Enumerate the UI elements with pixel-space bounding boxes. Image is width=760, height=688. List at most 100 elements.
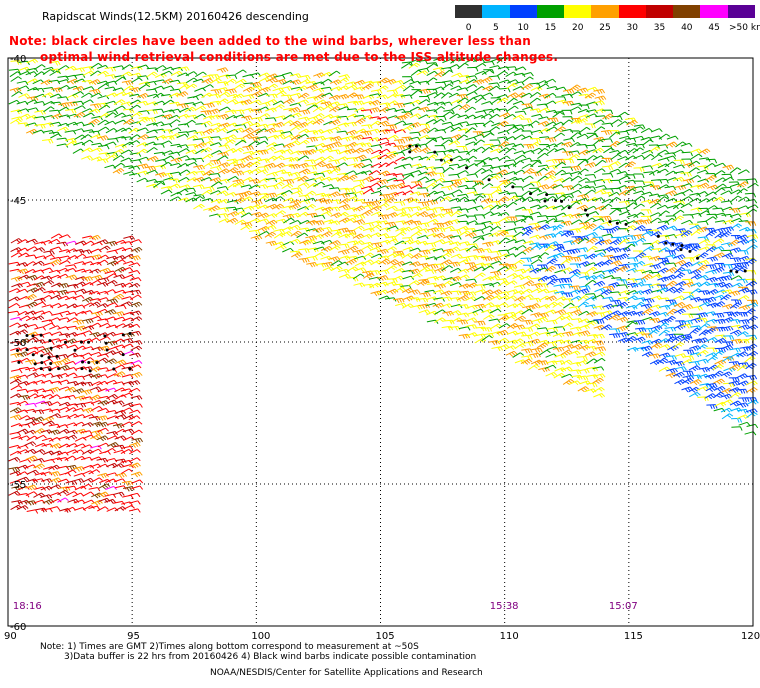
wind-barb [416, 297, 429, 303]
wind-barb [168, 151, 181, 156]
wind-barb [344, 217, 357, 224]
wind-barb [120, 71, 133, 77]
wind-barb [746, 350, 759, 357]
wind-barb [273, 74, 286, 80]
contamination-dot [560, 199, 564, 203]
wind-barb [50, 360, 63, 367]
wind-barb [593, 373, 606, 379]
wind-barb [521, 348, 533, 354]
wind-barb [130, 345, 143, 351]
lat-label--60: -60 [10, 622, 26, 633]
wind-barb [473, 180, 484, 186]
wind-barb [563, 344, 575, 350]
wind-barb [27, 469, 39, 475]
wind-barb [434, 275, 447, 281]
wind-barb [616, 284, 628, 289]
wind-barb [80, 249, 93, 255]
wind-barb [722, 356, 734, 362]
wind-barb [489, 221, 501, 227]
wind-barb [464, 106, 477, 113]
wind-barb [601, 259, 614, 266]
wind-barb [51, 344, 63, 350]
wind-barb [98, 245, 111, 251]
wind-barb [16, 409, 29, 414]
wind-barb [641, 308, 654, 315]
wind-barb [88, 469, 101, 475]
wind-barb [385, 184, 398, 190]
wind-barb [434, 145, 446, 150]
wind-barb [42, 498, 55, 505]
wind-barb [610, 260, 623, 267]
wind-barb [8, 261, 21, 267]
wind-barb [161, 129, 173, 134]
wind-barb [603, 147, 615, 154]
wind-barb [475, 110, 487, 115]
contamination-dot [688, 249, 692, 253]
wind-barb [65, 264, 77, 269]
wind-barb [713, 170, 726, 176]
wind-barb [24, 448, 37, 454]
wind-barb [585, 321, 597, 328]
wind-barb [594, 346, 607, 352]
contamination-dot [487, 178, 491, 182]
wind-barb [609, 328, 621, 333]
wind-barb [26, 331, 39, 338]
wind-barb [42, 389, 54, 394]
legend-swatch-5 [591, 5, 619, 18]
lon-label-105: 105 [376, 631, 395, 642]
wind-barb [272, 203, 285, 210]
wind-barb [146, 155, 159, 162]
wind-barb [91, 346, 104, 352]
wind-barb [747, 182, 759, 189]
wind-barb [97, 472, 109, 479]
wind-barb [338, 74, 351, 79]
wind-barb [672, 202, 685, 210]
wind-barb [250, 235, 263, 241]
wind-barb [408, 280, 420, 286]
wind-barb [440, 259, 453, 266]
wind-barb [537, 215, 549, 220]
wind-barb [449, 297, 462, 302]
wind-barb [418, 123, 431, 129]
wind-barb [427, 227, 440, 233]
wind-barb [656, 357, 669, 365]
legend-swatch-0 [455, 5, 483, 18]
wind-barb [584, 351, 597, 358]
wind-barb [633, 212, 645, 218]
wind-barb [330, 260, 343, 266]
wind-barb [554, 161, 567, 168]
wind-barb [674, 308, 686, 315]
wind-barb [345, 258, 357, 265]
wind-barb [297, 133, 309, 139]
wind-barb [451, 123, 463, 128]
wind-barb [96, 463, 109, 469]
wind-barb [528, 303, 541, 309]
wind-barb [75, 276, 87, 282]
wind-barb [209, 159, 222, 165]
wind-barb [739, 346, 751, 352]
wind-barb [104, 289, 117, 294]
wind-barb [152, 85, 165, 90]
wind-barb [577, 168, 589, 175]
wind-barb [434, 309, 447, 315]
wind-barb [394, 231, 407, 238]
wind-barb [464, 291, 477, 297]
wind-barb [698, 210, 711, 216]
wind-barb [97, 353, 109, 358]
wind-barb [738, 196, 750, 203]
wind-barb [609, 239, 622, 246]
wind-barb [450, 189, 463, 195]
wind-barb [289, 203, 301, 210]
wind-barb [81, 318, 94, 324]
wind-barb [242, 205, 255, 211]
wind-barb [208, 74, 220, 79]
contamination-dot [25, 348, 29, 352]
wind-barb [344, 188, 357, 193]
wind-barb [658, 259, 670, 266]
pass-time-labels: 18:16 15:38 15:07 [13, 601, 638, 612]
wind-barb [690, 148, 702, 154]
wind-barb [235, 69, 247, 75]
wind-barb [489, 240, 502, 246]
wind-barb [291, 252, 303, 259]
wind-barb [393, 93, 406, 99]
